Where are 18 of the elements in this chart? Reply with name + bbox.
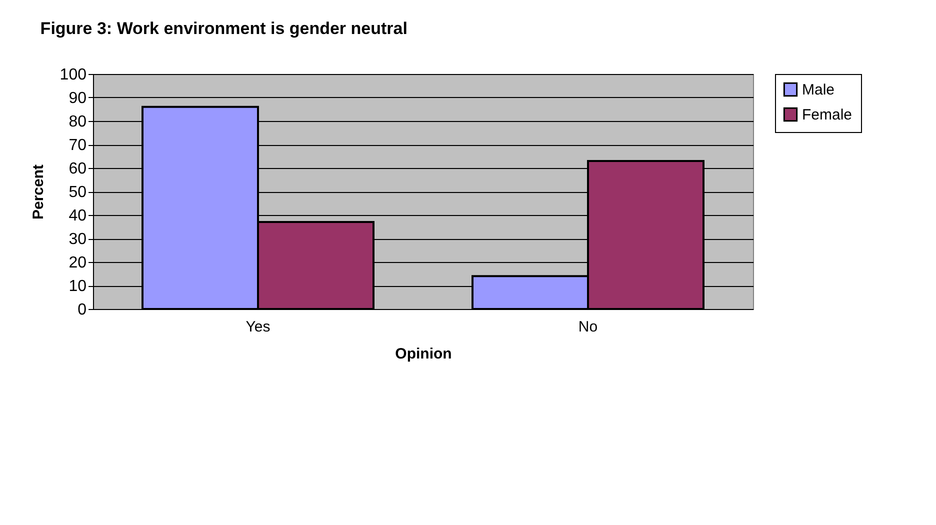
y-tick-label: 10 bbox=[68, 278, 87, 295]
y-tick-label: 60 bbox=[68, 160, 87, 178]
legend-label: Male bbox=[802, 82, 835, 98]
y-tick-label: 90 bbox=[68, 90, 87, 107]
y-tick-label: 0 bbox=[78, 302, 87, 318]
chart-title: Figure 3: Work environment is gender neutral bbox=[40, 19, 408, 38]
y-tick-label: 50 bbox=[68, 184, 87, 201]
y-axis-title: Percent bbox=[30, 164, 47, 220]
legend-label: Female bbox=[802, 106, 852, 124]
y-tick-label: 100 bbox=[60, 66, 87, 84]
y-tick-label: 30 bbox=[68, 231, 87, 248]
y-tick-label: 40 bbox=[68, 208, 87, 224]
y-tick-label: 80 bbox=[68, 114, 87, 130]
x-axis-title: Opinion bbox=[395, 346, 452, 362]
y-tick-label: 20 bbox=[68, 254, 87, 272]
x-tick-label: Yes bbox=[246, 318, 270, 336]
y-tick-label: 70 bbox=[68, 137, 87, 154]
x-tick-label: No bbox=[578, 318, 598, 336]
